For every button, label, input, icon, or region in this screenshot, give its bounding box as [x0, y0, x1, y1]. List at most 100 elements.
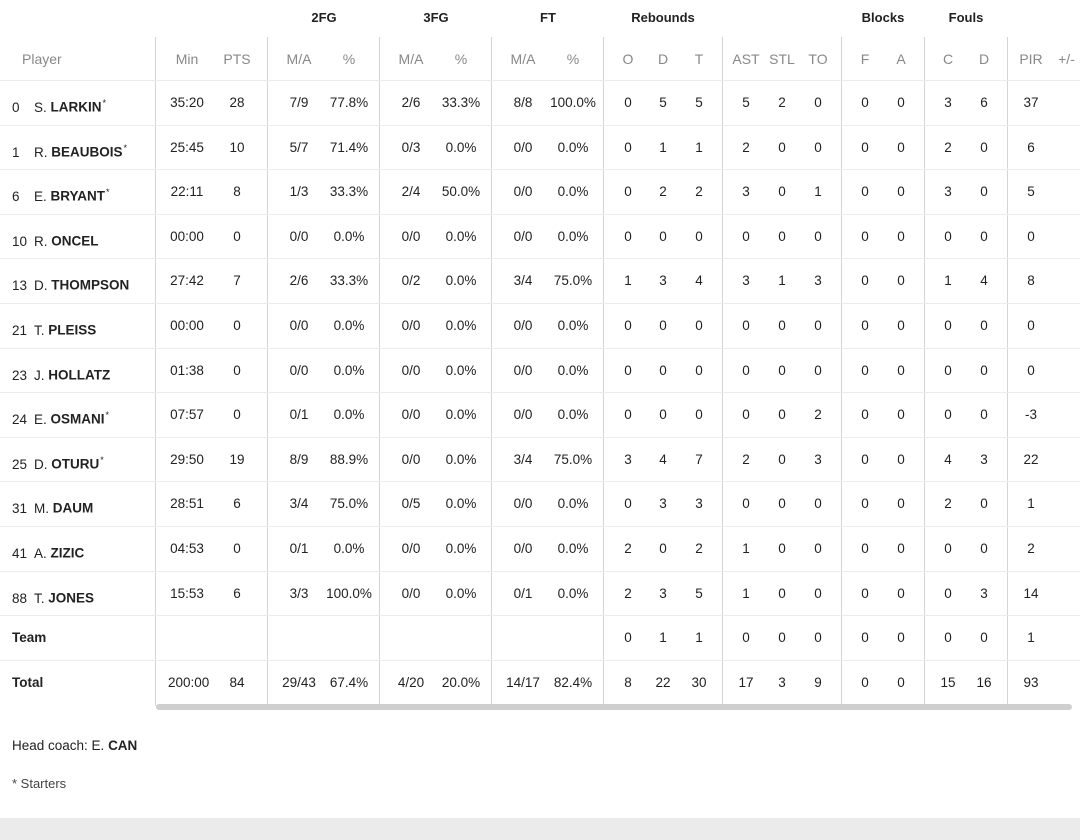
stat-ft-ma: 0/0	[513, 140, 533, 155]
stat-o: 1	[624, 273, 632, 288]
row-divider	[0, 571, 1080, 572]
header-2fg-ma[interactable]: M/A	[286, 51, 312, 67]
header-stl[interactable]: STL	[769, 51, 795, 67]
stat-bf: 0	[861, 675, 869, 690]
stat-fg3-ma: 0/0	[401, 586, 421, 601]
stat-t: 0	[695, 363, 703, 378]
player-name-link[interactable]: 31 M. DAUM	[12, 482, 152, 526]
header-pir[interactable]: PIR	[1019, 51, 1043, 67]
stat-ft-pct: 82.4%	[553, 675, 593, 690]
header-reb-t[interactable]: T	[694, 51, 704, 67]
player-name-link[interactable]: 0 S. LARKIN*	[12, 81, 152, 125]
stat-fd: 6	[980, 95, 988, 110]
stat-t: 5	[695, 586, 703, 601]
stat-ft-pct: 0.0%	[557, 407, 589, 422]
header-reb-o[interactable]: O	[622, 51, 634, 67]
header-player[interactable]: Player	[22, 51, 62, 67]
stat-o: 0	[624, 184, 632, 199]
header-2fg-pct[interactable]: %	[342, 51, 356, 67]
header-3fg-pct[interactable]: %	[454, 51, 468, 67]
jersey-number: 25	[12, 456, 28, 472]
header-blk-a[interactable]: A	[896, 51, 906, 67]
stat-pts: 19	[229, 452, 245, 467]
stat-pts: 0	[233, 407, 241, 422]
stat-stl: 0	[778, 630, 786, 645]
stat-t: 2	[695, 541, 703, 556]
header-ft-ma[interactable]: M/A	[510, 51, 536, 67]
player-name-link[interactable]: 24 E. OSMANI*	[12, 393, 152, 437]
stat-ft-pct	[548, 616, 598, 660]
stat-min: 35:20	[170, 95, 204, 110]
stat-bf: 0	[861, 184, 869, 199]
header-3fg-ma[interactable]: M/A	[398, 51, 424, 67]
stat-min: 01:38	[170, 363, 204, 378]
stat-bf: 0	[861, 496, 869, 511]
table-row: 0 S. LARKIN* 35:20 28 7/9 77.8% 2/6 33.3% 8/8 100…	[0, 81, 1080, 125]
player-surname: THOMPSON	[51, 277, 130, 293]
row-divider	[0, 660, 1080, 661]
stat-bf: 0	[861, 95, 869, 110]
horizontal-scrollbar[interactable]	[156, 704, 1072, 710]
stat-fg2-pct: 33.3%	[329, 273, 369, 288]
stat-bf: 0	[861, 407, 869, 422]
header-ft-pct[interactable]: %	[566, 51, 580, 67]
stat-ft-pct: 0.0%	[557, 496, 589, 511]
header-pts[interactable]: PTS	[223, 51, 251, 67]
stat-fg2-ma: 0/0	[289, 363, 309, 378]
player-surname: OSMANI	[50, 411, 105, 427]
player-name-link[interactable]: 25 D. OTURU*	[12, 438, 152, 482]
player-name-link[interactable]: 10 R. ONCEL	[12, 215, 152, 259]
stat-fd: 3	[980, 452, 988, 467]
row-divider	[0, 169, 1080, 170]
stat-min: 200:00	[168, 675, 210, 690]
stat-o: 0	[624, 318, 632, 333]
player-name-link[interactable]: 41 A. ZIZIC	[12, 527, 152, 571]
stat-fg3-pct: 0.0%	[445, 140, 477, 155]
header-foul-d[interactable]: D	[978, 51, 990, 67]
table-row: 21 T. PLEISS 00:00 0 0/0 0.0% 0/0 0.0% 0/0 0.0% 0 0…	[0, 304, 1080, 348]
row-divider	[0, 303, 1080, 304]
table-row: 1 R. BEAUBOIS* 25:45 10 5/7 71.4% 0/3 0.0% 0/0 0.…	[0, 126, 1080, 170]
stat-stl: 3	[778, 675, 786, 690]
player-surname: PLEISS	[48, 322, 97, 338]
stat-fg3-ma: 4/20	[397, 675, 425, 690]
player-name-link[interactable]: 88 T. JONES	[12, 572, 152, 616]
player-initial: E.	[34, 188, 47, 204]
player-initial: S.	[34, 99, 47, 115]
header-to[interactable]: TO	[808, 51, 828, 67]
header-min[interactable]: Min	[175, 51, 199, 67]
jersey-number: 24	[12, 411, 28, 427]
stat-fg2-ma: 8/9	[289, 452, 309, 467]
stat-ba: 0	[897, 541, 905, 556]
stat-pts: 6	[233, 586, 241, 601]
player-name-link[interactable]: 1 R. BEAUBOIS*	[12, 126, 152, 170]
stat-to: 9	[814, 675, 822, 690]
header-reb-d[interactable]: D	[657, 51, 669, 67]
table-row: 25 D. OTURU* 29:50 19 8/9 88.9% 0/0 0.0% 3/4 75.0…	[0, 438, 1080, 482]
header-blk-f[interactable]: F	[860, 51, 870, 67]
stat-ba: 0	[897, 630, 905, 645]
stat-fc: 4	[944, 452, 952, 467]
header-foul-c[interactable]: C	[942, 51, 954, 67]
player-name-link[interactable]: 21 T. PLEISS	[12, 304, 152, 348]
player-name-link[interactable]: 6 E. BRYANT*	[12, 170, 152, 214]
header-ast[interactable]: AST	[732, 51, 760, 67]
stat-bf: 0	[861, 586, 869, 601]
header-plus-minus[interactable]: +/-	[1058, 51, 1075, 67]
player-name-link[interactable]: 13 D. THOMPSON	[12, 259, 152, 303]
stat-stl: 0	[778, 452, 786, 467]
stat-fg2-pct: 33.3%	[329, 184, 369, 199]
stat-stl: 0	[778, 184, 786, 199]
stat-fg2-ma: 0/1	[289, 541, 309, 556]
stat-fc: 0	[944, 363, 952, 378]
stat-ft-ma: 0/0	[513, 318, 533, 333]
stat-pir: 0	[1027, 363, 1035, 378]
stat-ast: 0	[742, 496, 750, 511]
stat-min: 04:53	[170, 541, 204, 556]
player-initial: D.	[34, 277, 48, 293]
player-name-link[interactable]: 23 J. HOLLATZ	[12, 349, 152, 393]
stat-fg2-ma: 29/43	[282, 675, 316, 690]
stat-d: 3	[659, 586, 667, 601]
table-row: 10 R. ONCEL 00:00 0 0/0 0.0% 0/0 0.0% 0/0 0.0% 0 0 0…	[0, 215, 1080, 259]
stat-fc: 3	[944, 95, 952, 110]
